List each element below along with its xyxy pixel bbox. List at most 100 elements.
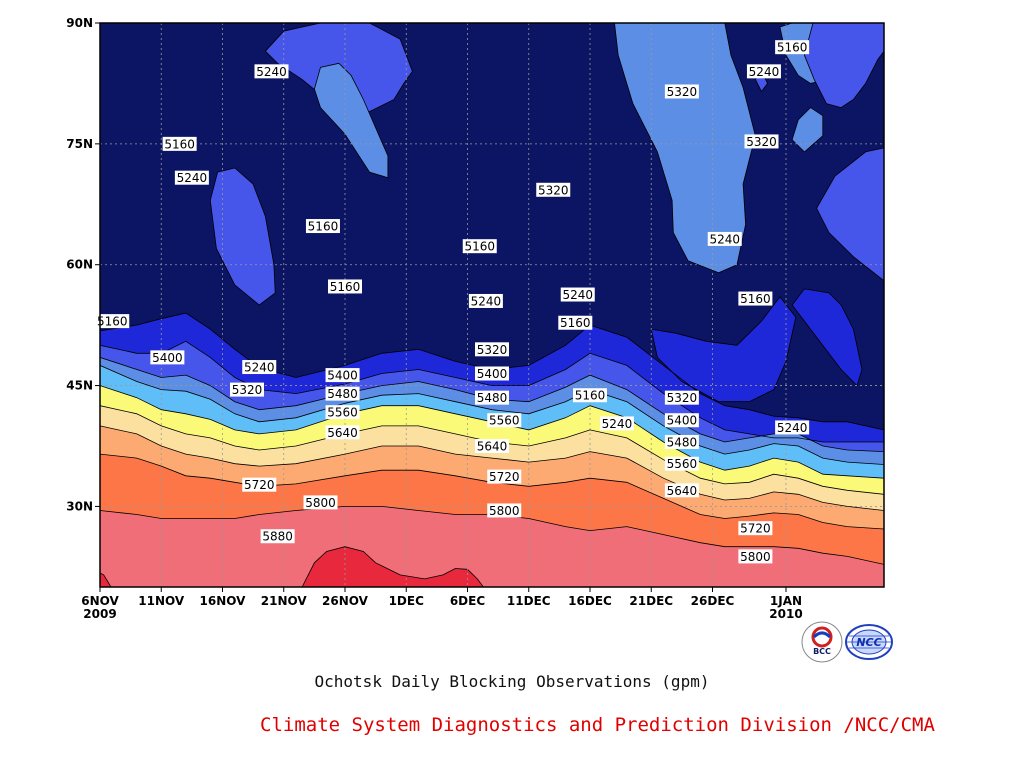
contour-label-box (775, 420, 810, 435)
contour-label-box (174, 170, 209, 185)
contour-labels: 5160 5160 5240 5400 5240 5320 5240 5160 5160 5400… (95, 40, 810, 564)
contour-label-text: 5560 (489, 414, 520, 428)
contour-label-box (475, 439, 509, 453)
contour-label-text: 5240 (602, 417, 633, 431)
contour-label: 5640 (325, 425, 360, 440)
contour-label: 5160 (305, 219, 340, 234)
contour-label-box (325, 368, 360, 383)
contour-label-text: 5720 (740, 522, 771, 536)
y-tick-label: 75N (66, 137, 93, 151)
contour-label: 5400 (475, 366, 509, 381)
x-tick-year: 2009 (83, 607, 116, 621)
closed-contours (100, 23, 884, 587)
x-tick-year: 2010 (769, 607, 802, 621)
contour-label-text: 5160 (464, 240, 495, 254)
closed-contour-5320 (614, 23, 756, 274)
closed-contour-5240 (816, 147, 884, 282)
contour-label-text: 5160 (777, 41, 808, 55)
contour-label-text: 5640 (477, 440, 508, 454)
contour-label-text: 5640 (327, 426, 358, 440)
x-tick-label: 6NOV (81, 594, 119, 608)
contour-line-5400 (100, 365, 884, 465)
contour-label: 5400 (325, 368, 360, 383)
contour-label-box (462, 239, 497, 254)
contour-label-box (487, 503, 522, 518)
contour-label: 5800 (738, 549, 773, 564)
y-tick-label: 30N (66, 499, 93, 513)
x-tick-label: 11NOV (138, 594, 185, 608)
contour-label-box (775, 40, 810, 55)
contour-label: 5800 (303, 495, 338, 510)
contour-label-text: 5240 (471, 294, 502, 308)
x-tick-label: 26NOV (322, 594, 369, 608)
contour-label: 5240 (707, 231, 742, 246)
x-tick-label: 21DEC (629, 594, 673, 608)
band-above-5800 (100, 506, 884, 587)
contour-label: 5720 (738, 521, 773, 536)
contour-label-box (664, 456, 699, 471)
contour-label-box (738, 521, 773, 536)
contour-label: 5560 (325, 405, 360, 420)
contour-label-box (254, 64, 289, 79)
closed-contour-5320 (791, 107, 824, 153)
contour-label-box (325, 386, 360, 401)
contour-label: 5240 (746, 64, 781, 79)
contour-label-text: 5480 (477, 391, 508, 405)
contour-label-box (536, 182, 571, 197)
contour-label: 5880 (260, 529, 295, 544)
contour-label-box (664, 483, 699, 498)
contour-label-text: 5400 (152, 351, 183, 365)
contour-label: 5720 (242, 477, 277, 492)
contour-label-text: 5160 (308, 220, 339, 234)
contour-label-text: 5800 (489, 504, 520, 518)
contour-label-box (328, 279, 362, 294)
contour-label-text: 5240 (777, 421, 808, 435)
contour-label: 5320 (475, 342, 509, 357)
contour-label-text: 5320 (477, 343, 508, 357)
contour-label: 5720 (487, 469, 522, 484)
contour-label-text: 5240 (244, 361, 275, 375)
contour-label-box (242, 360, 277, 375)
svg-text:BCC: BCC (813, 647, 831, 656)
contour-label-text: 5320 (667, 391, 698, 405)
x-tick-label: 11DEC (507, 594, 551, 608)
contour-label-box (162, 136, 197, 151)
contour-label-box (475, 342, 509, 357)
contour-label-text: 5320 (746, 135, 777, 149)
x-tick-label: 1JAN (770, 594, 802, 608)
contour-label: 5560 (487, 413, 522, 428)
contour-label: 5240 (254, 64, 289, 79)
contour-line-5640 (100, 425, 884, 511)
contour-label-box (599, 416, 634, 431)
contour-label-text: 5160 (740, 292, 771, 306)
closed-contour-5880 (100, 572, 112, 587)
contour-label-text: 5160 (575, 389, 606, 403)
contour-label-box (325, 405, 360, 420)
y-tick-label: 45N (66, 379, 93, 393)
contour-label-box (475, 390, 509, 405)
contour-label-box (468, 293, 503, 308)
contour-label-box (325, 425, 360, 440)
contour-label-text: 5320 (538, 183, 569, 197)
contour-label: 5640 (475, 439, 509, 454)
credit-line: Climate System Diagnostics and Predictio… (260, 714, 935, 736)
contour-label-text: 5240 (749, 65, 780, 79)
contour-label: 5320 (744, 134, 779, 149)
contour-label: 5240 (242, 360, 277, 375)
chart-title: Ochotsk Daily Blocking Observations (gpm… (314, 672, 710, 691)
svg-text:NCC: NCC (856, 636, 881, 649)
contour-label-box (242, 477, 277, 492)
closed-contour-5240 (209, 167, 276, 306)
contour-label-text: 5560 (667, 457, 698, 471)
contour-label-box (150, 350, 185, 365)
closed-contour-5880 (301, 546, 484, 587)
contour-label: 5320 (664, 84, 699, 99)
contour-line-5160 (100, 312, 884, 431)
contour-label-text: 5320 (232, 383, 263, 397)
y-tick-label: 90N (66, 16, 93, 30)
contour-label: 5240 (599, 416, 634, 431)
contour-label: 5400 (150, 350, 185, 365)
contour-label: 5160 (162, 136, 197, 151)
